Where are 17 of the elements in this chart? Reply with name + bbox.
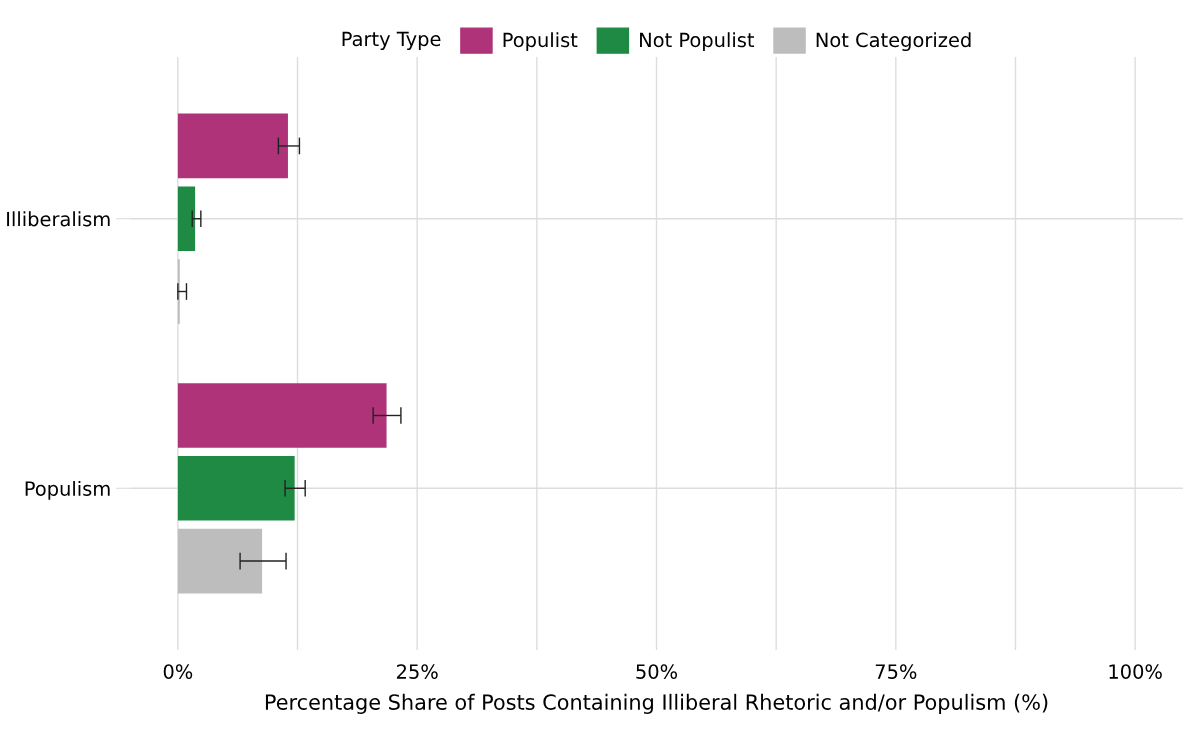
legend-label: Not Categorized <box>816 32 971 52</box>
bar <box>177 113 288 179</box>
x-tick-label: 75% <box>875 664 917 679</box>
bar <box>177 455 295 521</box>
x-axis-title: Percentage Share of Posts Containing Illiberal Rhetoric and/or Populism (%) <box>265 693 1048 714</box>
bar <box>177 186 196 252</box>
x-tick-label: 100% <box>1109 664 1162 679</box>
y-tick-label: Populism <box>25 480 110 500</box>
bar <box>177 383 387 448</box>
x-tick-label: 50% <box>636 664 678 679</box>
legend-label: Not Populist <box>640 32 755 52</box>
legend-title: Party Type <box>342 31 441 51</box>
y-tick-label: Illiberalism <box>7 211 110 227</box>
bar <box>177 528 263 594</box>
legend-label: Populist <box>503 32 578 52</box>
x-tick-label: 0% <box>163 664 193 679</box>
x-tick-label: 25% <box>397 664 438 679</box>
